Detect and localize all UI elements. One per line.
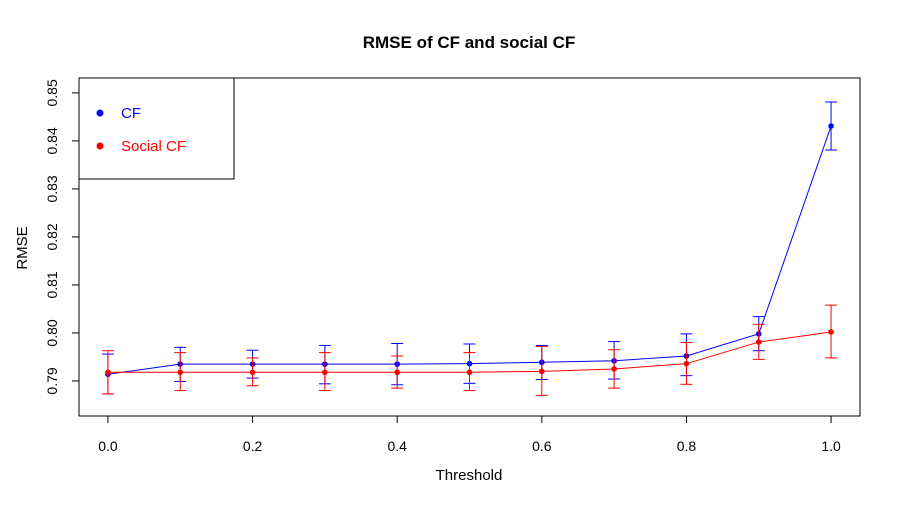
legend-marker [96,142,104,150]
data-point [828,329,834,335]
data-point [683,360,690,367]
legend-box [78,77,235,180]
y-tick-label: 0.81 [44,271,60,298]
data-point [322,369,328,376]
data-point [105,369,111,376]
y-tick-label: 0.85 [44,79,60,106]
data-point [177,369,184,376]
chart-title: RMSE of CF and social CF [363,33,576,52]
legend-marker [96,109,104,117]
data-point [249,369,256,376]
series-layer [101,101,838,396]
y-tick-label: 0.80 [44,319,60,346]
y-tick-label: 0.83 [44,175,60,202]
series-social-cf [101,304,838,396]
x-tick-label: 0.6 [532,438,552,454]
data-point [539,368,545,375]
y-axis: 0.79 0.80 0.81 0.82 0.83 0.84 0.85 [44,79,80,395]
y-tick-label: 0.79 [44,367,60,394]
y-tick-label: 0.82 [44,223,60,250]
data-point [828,123,834,129]
x-axis-label: Threshold [436,467,503,484]
x-axis: 0.0 0.2 0.4 0.6 0.8 1.0 [98,415,841,454]
y-axis-label: RMSE [14,226,31,269]
x-tick-label: 0.0 [98,438,118,454]
x-tick-label: 0.2 [243,438,263,454]
x-tick-label: 0.8 [677,438,697,454]
x-tick-label: 1.0 [821,438,841,454]
legend-label: CF [121,105,141,122]
x-tick-label: 0.4 [387,438,407,454]
legend-label: Social CF [121,138,186,155]
data-point [755,339,762,345]
data-point [466,369,473,376]
data-point [611,366,617,372]
legend: CF Social CF [78,77,235,180]
y-tick-label: 0.84 [44,127,60,154]
data-point [394,369,400,376]
